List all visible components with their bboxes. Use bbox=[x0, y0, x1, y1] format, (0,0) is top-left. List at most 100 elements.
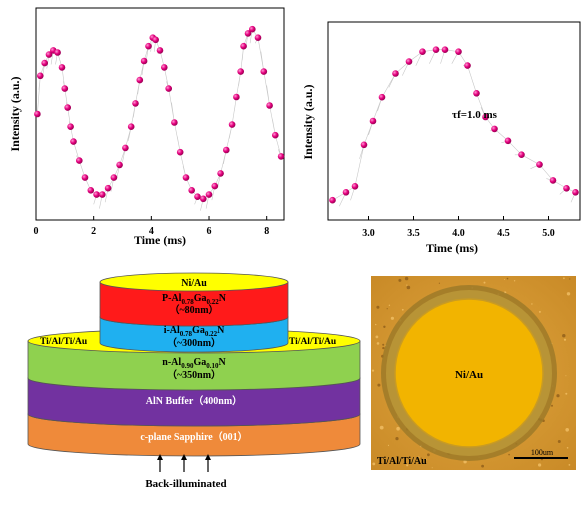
speckle bbox=[506, 277, 509, 280]
data-point bbox=[217, 170, 224, 177]
device-structure-diagram: Ni/Au P-Al0.78Ga0.22N （~80nm） i-Al0.78Ga… bbox=[27, 272, 361, 490]
speckle bbox=[565, 392, 568, 395]
x-tick-label: 4 bbox=[149, 226, 154, 237]
data-point bbox=[432, 46, 440, 53]
fall-time-annotation: τf=1.0 ms bbox=[452, 109, 498, 121]
data-point bbox=[277, 153, 285, 160]
speckle bbox=[383, 325, 386, 328]
data-point bbox=[122, 144, 129, 152]
illumination-arrows bbox=[159, 458, 209, 472]
speckle bbox=[417, 456, 420, 459]
x-tick-label: 3.0 bbox=[362, 228, 375, 239]
data-point bbox=[140, 57, 148, 65]
speckle bbox=[538, 463, 542, 467]
speckle bbox=[386, 308, 388, 310]
data-point bbox=[223, 146, 230, 154]
speckle bbox=[569, 278, 571, 280]
data-point bbox=[441, 46, 449, 53]
data-point bbox=[58, 64, 66, 71]
chart-oscillation: 0 2 4 6 8 Time (ms) Intensity (a.u.) bbox=[8, 7, 285, 247]
x-tick-label: 0 bbox=[34, 226, 39, 237]
x-ticks: 0 2 4 6 8 bbox=[34, 216, 269, 237]
speckle bbox=[557, 440, 561, 443]
substrate-label: c-plane Sapphire（001） bbox=[140, 430, 247, 443]
data-point bbox=[171, 119, 178, 126]
data-point bbox=[116, 161, 123, 169]
speckle bbox=[481, 464, 484, 468]
speckle bbox=[420, 457, 423, 460]
speckle bbox=[382, 346, 385, 350]
data-point bbox=[266, 102, 273, 109]
data-point bbox=[233, 93, 240, 101]
data-point bbox=[205, 191, 213, 198]
data-point bbox=[360, 141, 368, 149]
speckle bbox=[427, 453, 430, 457]
speckle bbox=[388, 304, 391, 306]
y-axis-label: Intensity (a.u.) bbox=[8, 76, 22, 151]
speckle bbox=[406, 285, 411, 290]
x-tick-label: 5.0 bbox=[542, 228, 555, 239]
data-point bbox=[81, 174, 89, 181]
y-axis-label: Intensity (a.u.) bbox=[301, 84, 315, 159]
data-point bbox=[34, 110, 41, 118]
niau-pad bbox=[395, 299, 543, 447]
x-tick-label: 8 bbox=[264, 226, 269, 237]
speckle bbox=[372, 462, 376, 466]
data-point bbox=[563, 185, 570, 192]
data-point bbox=[392, 70, 399, 77]
speckle bbox=[382, 343, 385, 346]
speckle bbox=[375, 323, 377, 326]
speckle bbox=[390, 316, 394, 320]
data-point bbox=[156, 47, 164, 54]
series-trace bbox=[37, 28, 282, 211]
speckle bbox=[376, 342, 380, 345]
speckle bbox=[531, 303, 533, 305]
speckle bbox=[375, 335, 379, 339]
data-point bbox=[54, 49, 61, 56]
speckle bbox=[379, 425, 384, 430]
speckle bbox=[563, 277, 565, 280]
data-point bbox=[76, 157, 83, 164]
n-layer-thickness: （~350nm） bbox=[167, 368, 221, 381]
speckle bbox=[568, 464, 571, 466]
data-point bbox=[161, 64, 168, 71]
data-point bbox=[165, 85, 172, 92]
data-point bbox=[93, 191, 100, 198]
contact-left-label: Ti/Al/Ti/Au bbox=[40, 337, 88, 347]
x-ticks: 3.0 3.5 4.0 4.5 5.0 bbox=[362, 216, 555, 239]
data-point bbox=[228, 121, 236, 128]
x-tick-label: 4.0 bbox=[452, 228, 465, 239]
speckle bbox=[538, 310, 541, 313]
p-layer-thickness: （~80nm） bbox=[169, 303, 218, 316]
speckle bbox=[371, 369, 375, 372]
buffer-label: AlN Buffer（400nm） bbox=[146, 394, 242, 407]
data-point bbox=[37, 72, 44, 80]
trace-line bbox=[37, 28, 282, 211]
trace-line bbox=[332, 49, 576, 207]
speckle bbox=[401, 308, 404, 311]
niau-cap-label: Ni/Au bbox=[181, 278, 207, 289]
i-layer bbox=[99, 316, 289, 353]
data-point bbox=[104, 184, 112, 192]
data-point bbox=[176, 148, 184, 156]
pad-label: Ni/Au bbox=[455, 369, 483, 381]
data-points bbox=[34, 25, 285, 203]
data-point bbox=[549, 177, 557, 184]
data-point bbox=[272, 131, 279, 139]
speckle bbox=[377, 383, 381, 387]
niau-cap bbox=[99, 272, 289, 292]
speckle bbox=[513, 280, 516, 282]
data-points bbox=[329, 46, 579, 204]
speckle bbox=[565, 375, 567, 377]
x-tick-label: 2 bbox=[91, 226, 96, 237]
x-tick-label: 6 bbox=[207, 226, 212, 237]
data-point bbox=[132, 100, 139, 107]
data-point bbox=[260, 68, 268, 75]
speckle bbox=[566, 292, 571, 296]
speckle bbox=[396, 426, 400, 431]
speckle bbox=[566, 447, 569, 449]
x-axis-label: Time (ms) bbox=[426, 241, 478, 255]
data-point bbox=[405, 58, 413, 65]
data-point bbox=[152, 36, 159, 44]
